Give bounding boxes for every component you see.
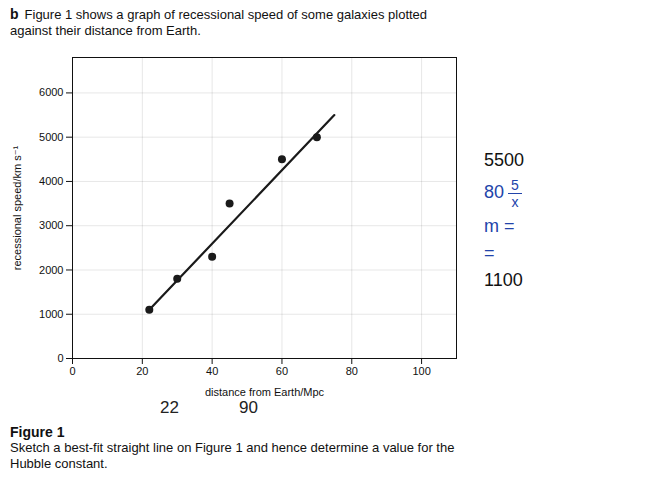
html-text:against their distance from Ea: against their distance from Earth. xyxy=(10,23,201,38)
svg-text:80: 80 xyxy=(346,365,358,377)
svg-text:0: 0 xyxy=(57,352,63,364)
html-text:5500: 5500 xyxy=(484,150,524,170)
html-text:5: 5 xyxy=(511,177,519,193)
svg-text:distance from Earth/Mpc: distance from Earth/Mpc xyxy=(205,386,325,398)
svg-text:2000: 2000 xyxy=(39,263,63,275)
svg-text:100: 100 xyxy=(412,365,430,377)
html-text:Sketch a best-fit straight lin: Sketch a best-fit straight line on Figur… xyxy=(10,440,455,455)
svg-text:0: 0 xyxy=(69,365,75,377)
html-text:Figure 1: Figure 1 xyxy=(10,424,65,440)
html-text:b Figure 1 shows a graph of re: b Figure 1 shows a graph of recessional … xyxy=(10,6,428,22)
html-text:m =: m = xyxy=(484,216,515,236)
svg-text:40: 40 xyxy=(206,365,218,377)
svg-text:60: 60 xyxy=(276,365,288,377)
html-text:1100: 1100 xyxy=(484,270,523,290)
html-text:90: 90 xyxy=(238,398,258,417)
svg-text:20: 20 xyxy=(136,365,148,377)
html-text:22: 22 xyxy=(160,398,179,417)
html-text:Hubble constant.: Hubble constant. xyxy=(10,456,108,471)
html-text:x: x xyxy=(511,194,519,210)
svg-text:6000: 6000 xyxy=(39,86,63,98)
svg-text:4000: 4000 xyxy=(39,175,63,187)
svg-text:recessional speed/km s⁻¹: recessional speed/km s⁻¹ xyxy=(11,145,23,270)
html-text:80: 80 xyxy=(484,182,504,203)
svg-text:3000: 3000 xyxy=(39,219,63,231)
svg-text:5000: 5000 xyxy=(39,131,63,143)
svg-text:1000: 1000 xyxy=(39,308,63,320)
